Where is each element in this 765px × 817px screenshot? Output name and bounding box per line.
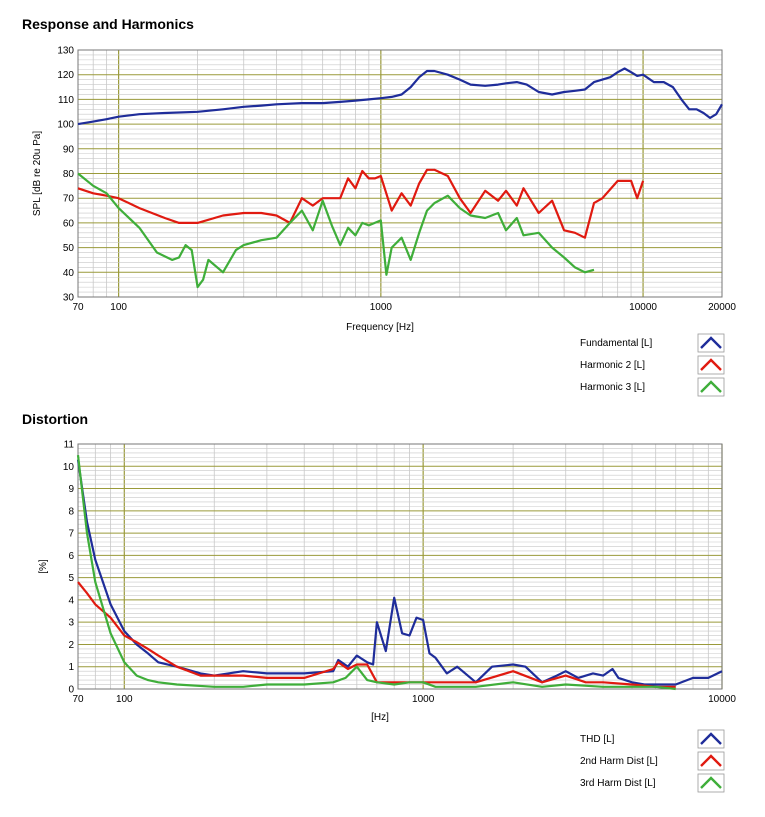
x-tick-label: 10000 [629, 302, 657, 313]
y-tick-label: 70 [63, 194, 75, 205]
y-tick-label: 2 [68, 640, 74, 651]
legend-label: 3rd Harm Dist [L] [580, 778, 656, 789]
series-line-3rd-harm-dist-l [76, 454, 676, 691]
y-tick-label: 8 [68, 506, 74, 517]
y-tick-label: 10 [63, 462, 75, 473]
x-axis-label: Frequency [Hz] [346, 322, 414, 333]
series-line-2nd-harm-dist-l [77, 581, 676, 688]
y-axis-label: [%] [38, 559, 49, 574]
legend-label: 2nd Harm Dist [L] [580, 756, 658, 767]
y-tick-label: 6 [68, 551, 74, 562]
y-tick-label: 9 [68, 484, 74, 495]
x-tick-label: 1000 [412, 694, 435, 705]
legend-label: Harmonic 2 [L] [580, 360, 645, 371]
y-tick-label: 60 [63, 218, 75, 229]
y-tick-label: 3 [68, 618, 74, 629]
legend-swatch [700, 358, 722, 371]
x-tick-label: 1000 [370, 302, 393, 313]
legend-swatch-box [697, 729, 725, 749]
x-axis-label: [Hz] [371, 712, 389, 723]
response-chart-title: Response and Harmonics [22, 16, 194, 32]
legend-swatch-box [697, 377, 725, 397]
series-line-harmonic-3-l [77, 172, 595, 289]
legend-swatch [700, 754, 722, 767]
legend-swatch [700, 336, 722, 349]
y-tick-label: 0 [68, 685, 74, 696]
x-tick-label: 70 [72, 694, 84, 705]
y-tick-label: 130 [57, 46, 74, 57]
legend-swatch [700, 380, 722, 393]
y-tick-label: 90 [63, 144, 75, 155]
x-tick-label: 100 [116, 694, 133, 705]
y-tick-label: 4 [68, 595, 74, 606]
distortion-chart-title: Distortion [22, 411, 89, 427]
legend-swatch-box [697, 333, 725, 353]
chart-0: 30 40 50 60 70 80 90 100 110 120 130 70 100 1000 10000… [32, 46, 736, 397]
y-tick-label: 30 [63, 293, 75, 304]
legend-swatch-box [697, 355, 725, 375]
y-axis-label: SPL [dB re 20u Pa] [32, 131, 43, 216]
x-tick-label: 100 [110, 302, 127, 313]
series-line-fundamental-l [77, 67, 723, 126]
legend-swatch [700, 732, 722, 745]
y-tick-label: 50 [63, 243, 75, 254]
y-tick-label: 100 [57, 120, 74, 131]
chart-1: 0 1 2 3 4 5 6 7 8 9 10 11 70 100 1000 10000 [Hz] [%] THD [… [38, 440, 736, 793]
series-line-harmonic-2-l [77, 168, 645, 239]
y-tick-label: 11 [64, 440, 75, 451]
y-tick-label: 120 [57, 70, 74, 81]
y-tick-label: 1 [68, 662, 74, 673]
x-tick-label: 70 [72, 302, 84, 313]
legend-label: Harmonic 3 [L] [580, 382, 645, 393]
y-tick-label: 5 [68, 573, 74, 584]
plot-frame [77, 443, 723, 690]
x-tick-label: 10000 [708, 694, 736, 705]
legend-swatch-box [697, 751, 725, 771]
y-tick-label: 40 [63, 268, 75, 279]
legend-swatch [700, 776, 722, 789]
series-line-thd-l [76, 459, 723, 686]
legend-label: Fundamental [L] [580, 338, 652, 349]
y-tick-label: 80 [63, 169, 75, 180]
y-tick-label: 7 [68, 529, 74, 540]
x-tick-label: 20000 [708, 302, 736, 313]
y-tick-label: 110 [58, 95, 74, 106]
legend-swatch-box [697, 773, 725, 793]
legend-label: THD [L] [580, 734, 615, 745]
